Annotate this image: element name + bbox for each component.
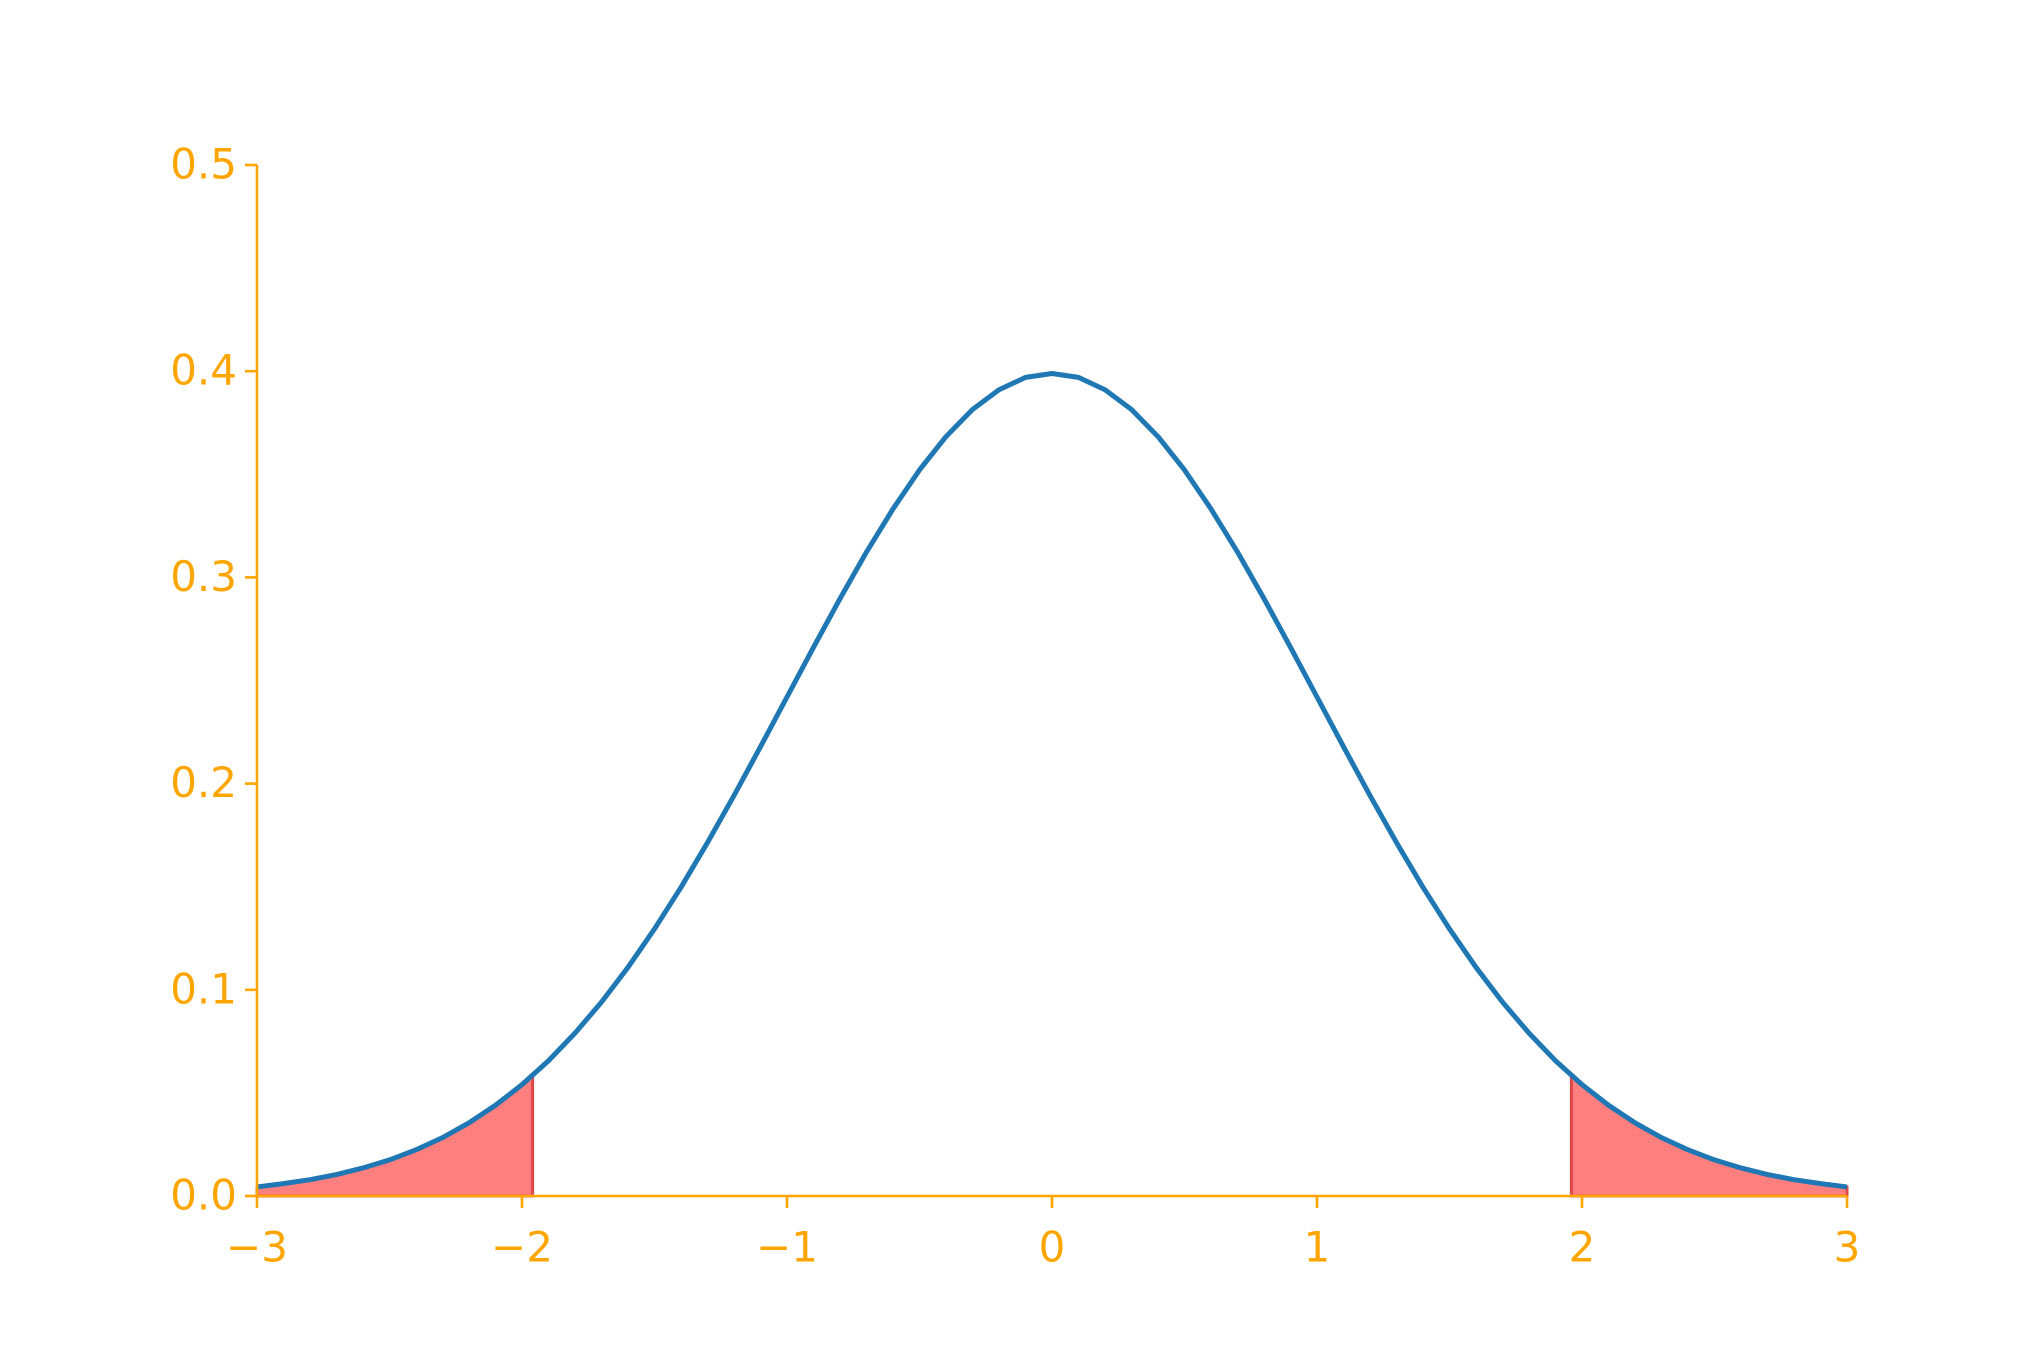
x-tick-label: −1 <box>756 1223 818 1272</box>
x-tick-label: −2 <box>491 1223 553 1272</box>
shaded-area <box>1569 1072 1849 1198</box>
shaded-area <box>255 1072 535 1198</box>
x-tick-label: 1 <box>1304 1223 1331 1272</box>
x-tick-label: −3 <box>226 1223 288 1272</box>
y-tick-label: 0.1 <box>170 964 237 1013</box>
y-tick-label: 0.2 <box>170 758 237 807</box>
y-tick-label: 0.0 <box>170 1171 237 1220</box>
y-tick-label: 0.5 <box>170 140 237 189</box>
x-tick-label: 3 <box>1834 1223 1861 1272</box>
y-tick-label: 0.4 <box>170 346 237 395</box>
curve <box>256 370 1848 1190</box>
y-tick-label: 0.3 <box>170 552 237 601</box>
x-tick-label: 2 <box>1569 1223 1596 1272</box>
x-tick-label: 0 <box>1039 1223 1066 1272</box>
